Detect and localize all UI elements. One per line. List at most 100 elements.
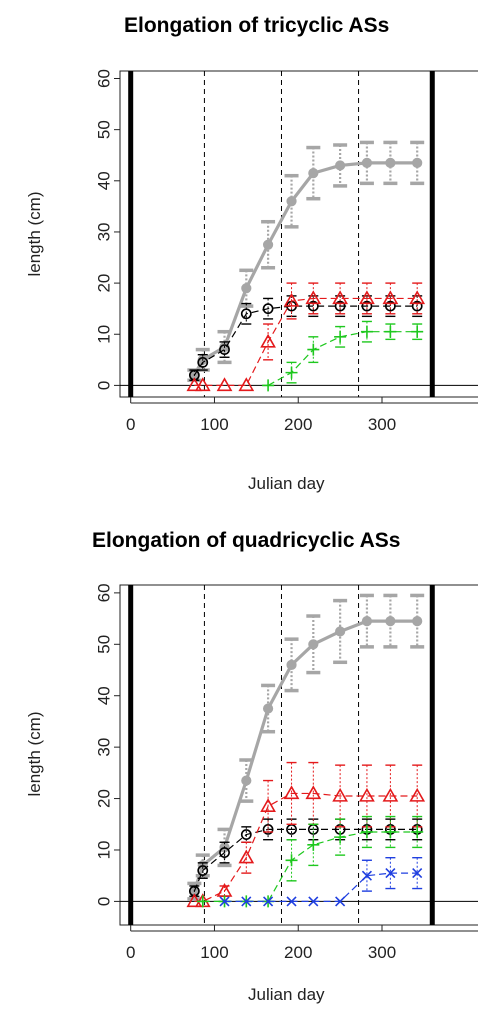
data-point (334, 300, 346, 312)
data-point (241, 896, 252, 907)
data-point (305, 785, 322, 800)
data-point (283, 292, 300, 307)
y-tick-label: 10 (94, 841, 113, 860)
data-point (308, 896, 319, 907)
plot-frame (119, 70, 478, 398)
y-tick-label: 50 (94, 120, 113, 139)
data-point (411, 325, 424, 338)
data-point (196, 895, 209, 908)
data-point (262, 239, 274, 250)
y-tick-label: 30 (94, 738, 113, 757)
data-point (411, 825, 424, 838)
data-point (186, 893, 203, 908)
data-point (240, 308, 252, 320)
series-group (262, 320, 424, 392)
data-point (382, 290, 399, 305)
data-point (359, 290, 375, 305)
data-point (412, 868, 423, 879)
data-point (283, 785, 300, 800)
series-group (196, 815, 424, 908)
chart-title: Elongation of quadricyclic ASs (92, 529, 401, 552)
y-tick-label: 60 (94, 69, 113, 88)
data-point (332, 787, 349, 802)
data-point (361, 157, 373, 168)
series-group (186, 761, 426, 908)
chart-title: Elongation of tricyclic ASs (124, 14, 390, 37)
data-point (385, 868, 396, 879)
series-line (194, 297, 418, 386)
data-point (285, 854, 298, 867)
data-point (409, 787, 426, 802)
data-point (219, 344, 230, 355)
plot-frame (119, 584, 478, 926)
data-point (332, 290, 349, 305)
y-tick-label: 30 (94, 222, 113, 241)
data-point (385, 157, 396, 168)
x-axis-label: Julian day (248, 474, 325, 493)
data-point (241, 775, 252, 786)
data-point (241, 283, 252, 294)
data-point (384, 325, 397, 338)
data-point (186, 377, 203, 392)
x-tick-label: 200 (284, 415, 312, 434)
data-point (216, 377, 233, 392)
y-tick-label: 0 (94, 381, 113, 390)
x-tick-label: 100 (200, 415, 228, 434)
data-point (308, 639, 319, 650)
y-tick-label: 60 (94, 583, 113, 602)
data-point (359, 787, 375, 802)
data-point (334, 330, 347, 343)
data-point (385, 616, 396, 627)
series-group (188, 295, 423, 381)
data-point (335, 160, 346, 171)
y-tick-label: 20 (94, 274, 113, 293)
data-point (409, 290, 426, 305)
data-point (286, 659, 297, 670)
series-group (219, 856, 423, 907)
data-point (286, 896, 297, 907)
data-point (360, 825, 373, 838)
data-point (240, 829, 252, 840)
data-point (286, 196, 297, 207)
y-tick-label: 50 (94, 635, 113, 654)
x-tick-label: 200 (284, 943, 312, 962)
data-point (334, 831, 347, 844)
chart-quadricyclic: Elongation of quadricyclic ASs length (c… (0, 505, 478, 1011)
data-point (412, 157, 423, 168)
data-point (384, 825, 397, 838)
data-point (285, 366, 298, 379)
data-point (197, 356, 209, 368)
data-point (260, 333, 276, 348)
series-line (224, 872, 418, 902)
data-point (308, 168, 319, 179)
data-point (335, 626, 346, 637)
y-tick-label: 10 (94, 325, 113, 344)
data-point (361, 300, 373, 312)
y-tick-label: 0 (94, 897, 113, 906)
chart-tricyclic: Elongation of tricyclic ASs length (cm) … (0, 0, 478, 505)
data-point (262, 703, 274, 714)
data-point (194, 377, 211, 392)
data-point (219, 896, 230, 907)
series-line (193, 305, 418, 376)
plot-area: 0 10 20 30 40 50 60 0 100 200 300 (94, 583, 478, 962)
series-line (194, 792, 418, 902)
y-tick-label: 20 (94, 789, 113, 808)
x-tick-label: 100 (200, 943, 228, 962)
x-axis-label: Julian day (248, 985, 325, 1004)
data-point (307, 343, 320, 356)
data-point (361, 616, 373, 627)
data-point (360, 325, 373, 338)
x-tick-label: 0 (126, 943, 135, 962)
data-point (262, 379, 275, 392)
y-tick-label: 40 (94, 171, 113, 190)
data-point (412, 616, 423, 627)
data-point (411, 300, 423, 312)
data-point (262, 303, 274, 315)
data-point (238, 377, 255, 392)
y-tick-label: 40 (94, 686, 113, 705)
data-point (382, 787, 399, 802)
data-point (384, 300, 396, 312)
data-point (219, 847, 230, 858)
data-point (305, 290, 322, 305)
